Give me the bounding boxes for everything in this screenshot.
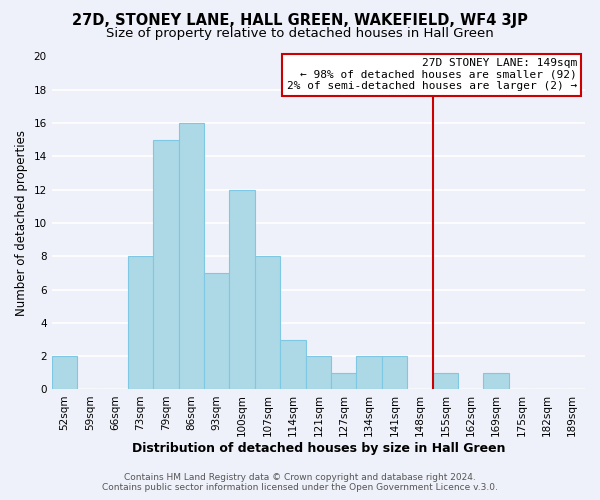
Bar [52, 356, 77, 390]
Bar [255, 256, 280, 390]
Bar [128, 256, 153, 390]
Bar [179, 123, 204, 390]
Bar [280, 340, 305, 390]
Bar [153, 140, 179, 390]
Text: Size of property relative to detached houses in Hall Green: Size of property relative to detached ho… [106, 28, 494, 40]
Bar [356, 356, 382, 390]
Bar [433, 373, 458, 390]
Text: 27D STONEY LANE: 149sqm
← 98% of detached houses are smaller (92)
2% of semi-det: 27D STONEY LANE: 149sqm ← 98% of detache… [287, 58, 577, 92]
Bar [229, 190, 255, 390]
Bar [305, 356, 331, 390]
Text: Contains HM Land Registry data © Crown copyright and database right 2024.
Contai: Contains HM Land Registry data © Crown c… [102, 473, 498, 492]
Text: 27D, STONEY LANE, HALL GREEN, WAKEFIELD, WF4 3JP: 27D, STONEY LANE, HALL GREEN, WAKEFIELD,… [72, 12, 528, 28]
Bar [331, 373, 356, 390]
Y-axis label: Number of detached properties: Number of detached properties [15, 130, 28, 316]
X-axis label: Distribution of detached houses by size in Hall Green: Distribution of detached houses by size … [131, 442, 505, 455]
Bar [204, 273, 229, 390]
Bar [382, 356, 407, 390]
Bar [484, 373, 509, 390]
